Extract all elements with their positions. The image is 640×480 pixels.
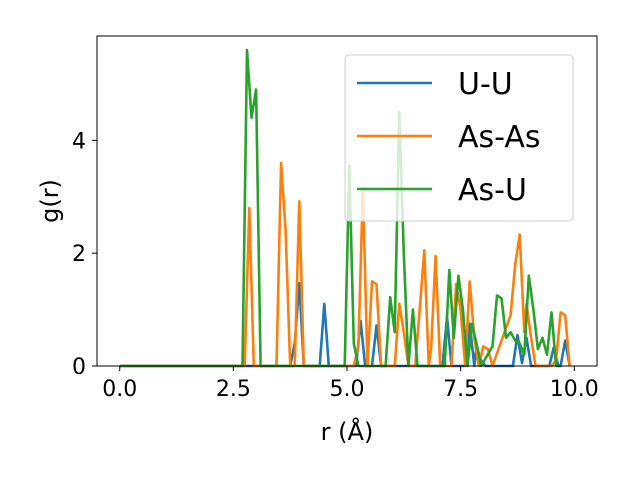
y-tick-label: 4 — [72, 129, 86, 154]
x-tick-label: 0.0 — [102, 377, 137, 402]
legend-label: As-U — [458, 173, 527, 208]
x-tick-label: 10.0 — [550, 377, 599, 402]
legend-box — [344, 54, 574, 222]
x-axis-label: r (Å) — [321, 417, 374, 446]
y-tick-label: 2 — [72, 242, 86, 267]
x-tick-label: 2.5 — [216, 377, 251, 402]
y-tick-label: 0 — [72, 355, 86, 380]
x-tick-label: 7.5 — [443, 377, 478, 402]
x-tick-label: 5.0 — [330, 377, 365, 402]
y-axis-label: g(r) — [36, 179, 64, 223]
legend-label: As-As — [458, 120, 540, 155]
legend-label: U-U — [458, 67, 513, 102]
legend: U-U As-As As-U — [344, 54, 574, 222]
axes: 0.0 2.5 5.0 7.5 10.0 0 2 4 r (Å) g(r) — [36, 35, 599, 446]
